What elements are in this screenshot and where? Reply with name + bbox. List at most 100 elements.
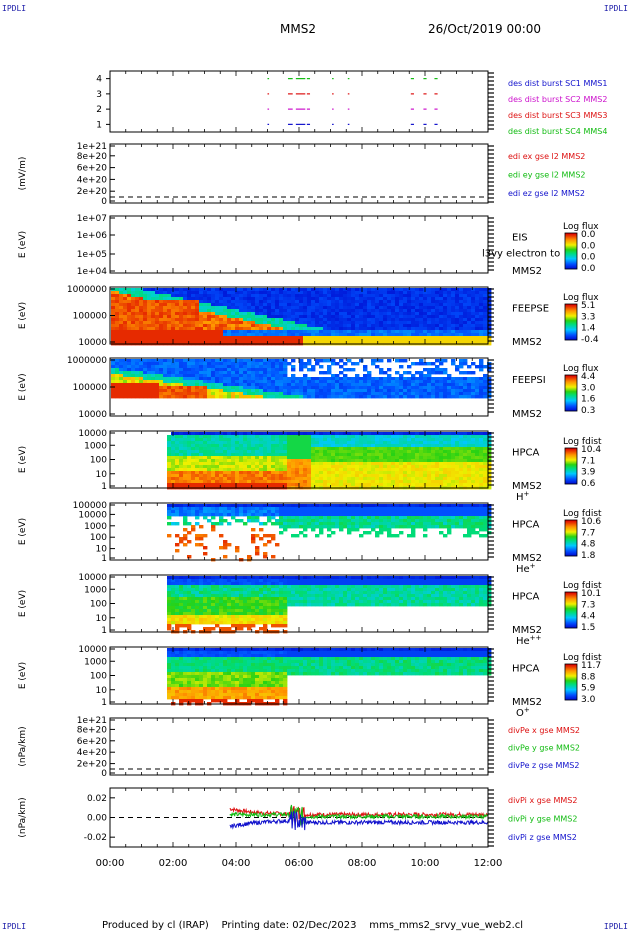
heatmap-cell	[267, 459, 272, 463]
heatmap-cell	[435, 336, 440, 340]
heatmap-cell	[271, 453, 276, 457]
heatmap-cell	[219, 474, 224, 478]
heatmap-cell	[259, 468, 264, 472]
heatmap-cell	[295, 312, 300, 316]
heatmap-cell	[211, 471, 216, 475]
heatmap-cell	[183, 291, 188, 295]
heatmap-cell	[331, 339, 336, 343]
heatmap-cell	[363, 465, 368, 469]
heatmap-cell	[347, 291, 352, 295]
heatmap-cell	[447, 456, 452, 460]
heatmap-cell	[135, 303, 140, 307]
heatmap-cell	[255, 303, 260, 307]
heatmap-cell	[343, 474, 348, 478]
colorbar-cell	[565, 259, 577, 261]
heatmap-cell	[343, 389, 348, 393]
heatmap-cell	[131, 318, 136, 322]
heatmap-cell	[399, 374, 404, 378]
heatmap-cell	[359, 318, 364, 322]
heatmap-cell	[447, 441, 452, 445]
heatmap-cell	[263, 383, 268, 387]
eis-colorbar-tick: 0.0	[581, 241, 596, 251]
heatmap-cell	[131, 333, 136, 337]
heatmap-cell	[367, 330, 372, 334]
heatmap-cell	[139, 371, 144, 375]
heatmap-cell	[367, 456, 372, 460]
heatmap-cell	[195, 300, 200, 304]
heatmap-cell	[119, 318, 124, 322]
heatmap-cell	[379, 318, 384, 322]
heatmap-cell	[183, 365, 188, 369]
heatmap-cell	[119, 288, 124, 292]
heatmap-cell	[351, 462, 356, 466]
heatmap-cell	[287, 480, 292, 484]
heatmap-cell	[151, 327, 156, 331]
heatmap-cell	[299, 438, 304, 442]
heatmap-cell	[471, 300, 476, 304]
heatmap-cell	[367, 324, 372, 328]
heatmap-cell	[247, 321, 252, 325]
heatmap-cell	[215, 380, 220, 384]
heatmap-cell	[291, 312, 296, 316]
heatmap-cell	[167, 477, 172, 481]
heatmap-cell	[167, 444, 172, 448]
heatmap-cell	[231, 441, 236, 445]
heatmap-cell	[295, 456, 300, 460]
heatmap-cell	[331, 324, 336, 328]
heatmap-cell	[339, 315, 344, 319]
heatmap-cell	[459, 447, 464, 451]
heatmap-cell	[479, 377, 484, 381]
heatmap-cell	[223, 438, 228, 442]
heatmap-cell	[267, 386, 272, 390]
heatmap-cell	[231, 365, 236, 369]
heatmap-cell	[411, 377, 416, 381]
heatmap-cell	[447, 483, 452, 487]
heatmap-cell	[239, 324, 244, 328]
heatmap-cell	[227, 321, 232, 325]
heatmap-cell	[355, 377, 360, 381]
heatmap-cell	[347, 324, 352, 328]
heatmap-cell	[423, 309, 428, 313]
heatmap-cell	[319, 453, 324, 457]
heatmap-cell	[375, 306, 380, 310]
heatmap-cell	[375, 365, 380, 369]
heatmap-cell	[299, 324, 304, 328]
heatmap-cell	[291, 377, 296, 381]
heatmap-cell	[139, 330, 144, 334]
heatmap-cell	[387, 483, 392, 487]
heatmap-cell	[415, 321, 420, 325]
heatmap-cell	[279, 288, 284, 292]
heatmap-cell	[187, 327, 192, 331]
colorbar-cell	[565, 246, 577, 248]
heatmap-cell	[483, 441, 488, 445]
heatmap-cell	[339, 459, 344, 463]
heatmap-cell	[483, 321, 488, 325]
heatmap-cell	[407, 465, 412, 469]
heatmap-cell	[219, 306, 224, 310]
heatmap-cell	[175, 432, 180, 436]
heatmap-cell	[451, 336, 456, 340]
heatmap-cell	[451, 315, 456, 319]
heatmap-cell	[283, 321, 288, 325]
heatmap-cell	[359, 447, 364, 451]
heatmap-cell	[259, 324, 264, 328]
heatmap-cell	[175, 297, 180, 301]
heatmap-cell	[339, 294, 344, 298]
heatmap-cell	[435, 365, 440, 369]
heatmap-cell	[343, 471, 348, 475]
heatmap-cell	[147, 395, 152, 399]
heatmap-cell	[471, 432, 476, 436]
heatmap-cell	[211, 444, 216, 448]
heatmap-cell	[115, 392, 120, 396]
heatmap-cell	[151, 386, 156, 390]
heatmap-cell	[339, 432, 344, 436]
heatmap-cell	[303, 294, 308, 298]
heatmap-cell	[271, 291, 276, 295]
heatmap-cell	[139, 333, 144, 337]
heatmap-cell	[391, 377, 396, 381]
heatmap-cell	[451, 465, 456, 469]
heatmap-cell	[239, 456, 244, 460]
heatmap-cell	[199, 333, 204, 337]
heatmap-cell	[139, 365, 144, 369]
heatmap-cell	[263, 450, 268, 454]
